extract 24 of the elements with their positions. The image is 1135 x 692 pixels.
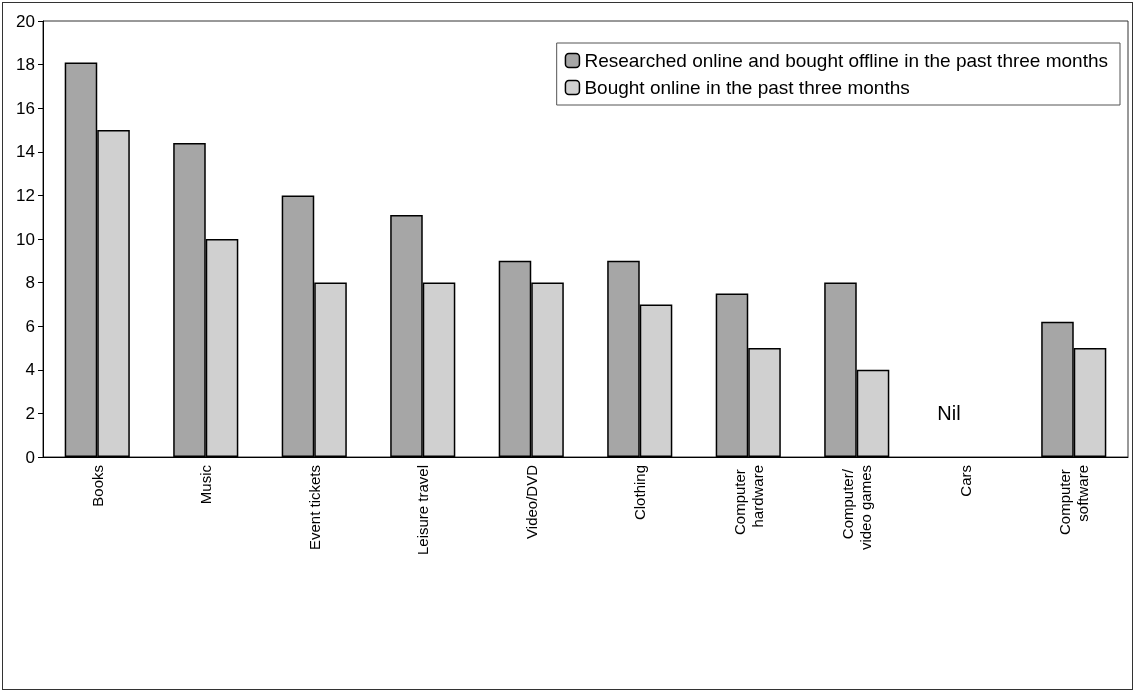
y-tick-label: 4: [25, 360, 35, 380]
y-tick-label: 6: [25, 316, 35, 336]
y-tick-label: 20: [16, 11, 35, 31]
y-tick-label: 0: [25, 447, 35, 467]
y-tick-label: 12: [16, 185, 35, 205]
y-tick-label: 14: [16, 142, 35, 162]
x-tick-label: Cars: [956, 465, 974, 497]
x-tick-label: Computer/ video games: [839, 465, 875, 551]
x-tick-label: Computer software: [1056, 465, 1092, 536]
y-tick-label: 2: [25, 403, 35, 423]
legend-label: Bought online in the past three months: [584, 77, 910, 98]
y-tick-label: 10: [16, 229, 35, 249]
y-tick-label: 18: [16, 55, 35, 75]
y-tick-label: 16: [16, 98, 35, 118]
x-tick-label: Computer hardware: [730, 465, 766, 536]
x-tick-label: Event tickets: [305, 465, 323, 551]
x-tick-label: Music: [197, 464, 215, 505]
legend-label: Researched online and bought offline in the past three months: [584, 50, 1109, 71]
x-tick-label: Books: [88, 465, 106, 507]
annotation: Nil: [937, 402, 961, 425]
x-tick-label: Video/DVD: [522, 464, 540, 539]
x-tick-label: Leisure travel: [414, 465, 432, 556]
y-tick-label: 8: [25, 273, 35, 293]
x-tick-label: Clothing: [631, 465, 649, 521]
